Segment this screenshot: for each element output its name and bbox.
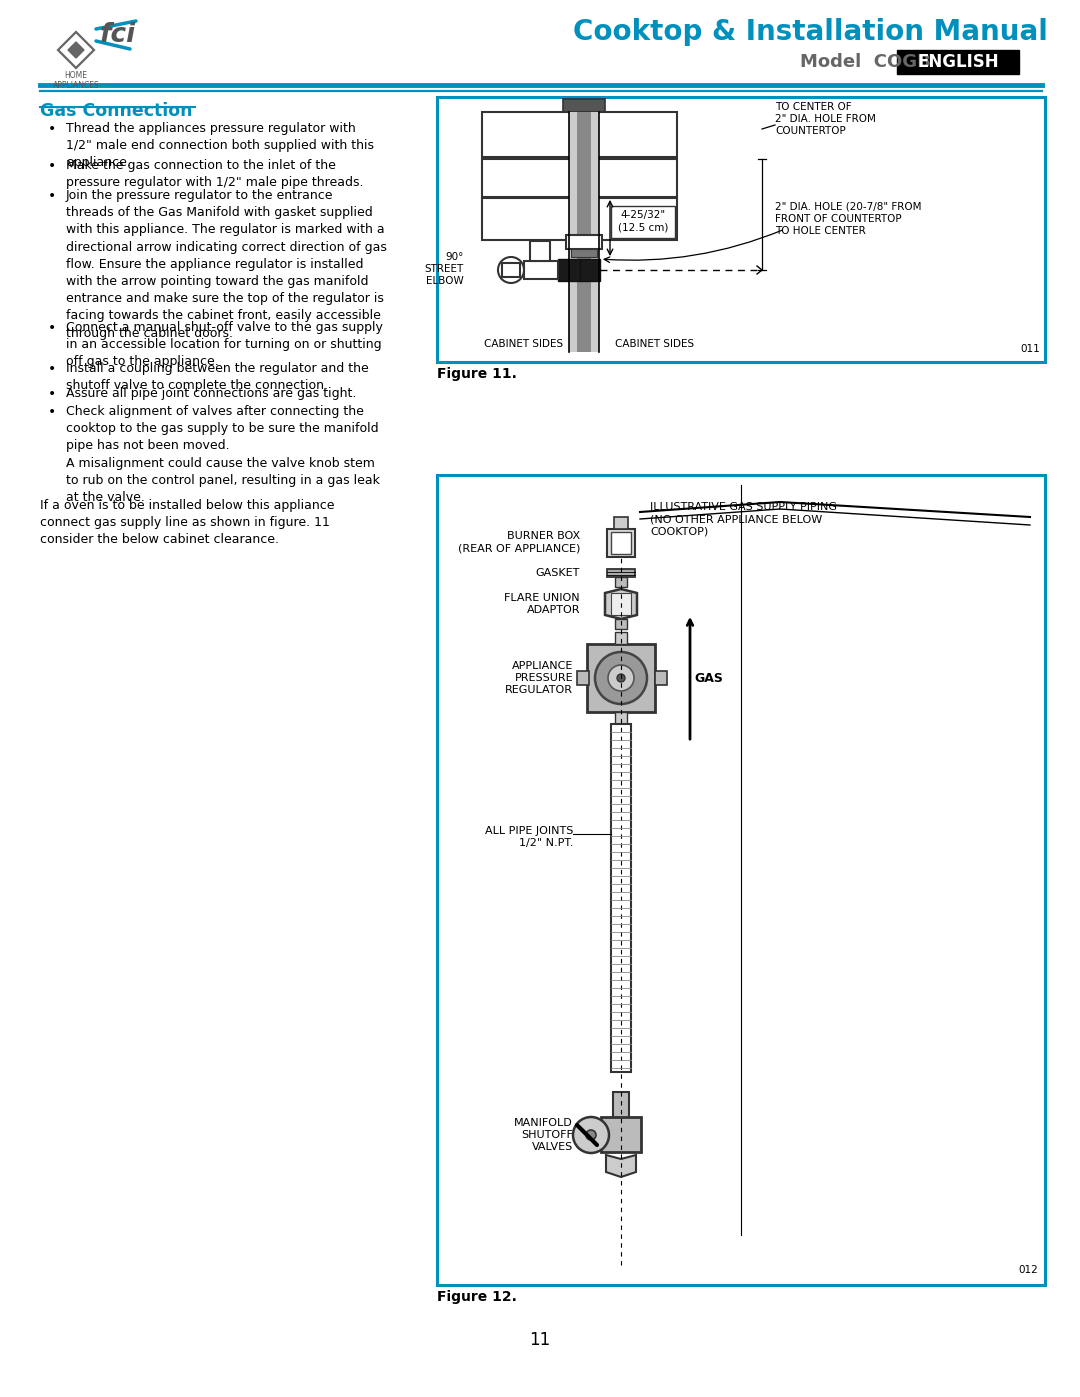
Text: 011: 011 [1021, 344, 1040, 353]
Text: Assure all pipe joint connections are gas tight.: Assure all pipe joint connections are ga… [66, 387, 356, 400]
Bar [577, 112, 591, 352]
Circle shape [595, 652, 647, 704]
Text: 012: 012 [1018, 1266, 1038, 1275]
Text: Check alignment of valves after connecting the
cooktop to the gas supply to be s: Check alignment of valves after connecti… [66, 405, 380, 504]
Bar [615, 631, 627, 644]
Circle shape [608, 665, 634, 692]
Circle shape [617, 673, 625, 682]
Text: CABINET SIDES: CABINET SIDES [484, 339, 563, 349]
Text: •: • [48, 159, 56, 173]
Text: GAS: GAS [694, 672, 723, 685]
Text: ENGLISH: ENGLISH [917, 53, 999, 71]
Text: Figure 11.: Figure 11. [437, 367, 517, 381]
Bar [611, 532, 631, 555]
Text: fci: fci [100, 22, 136, 47]
Text: GASKET: GASKET [536, 569, 580, 578]
Text: 11: 11 [529, 1331, 551, 1350]
FancyBboxPatch shape [611, 205, 675, 237]
Polygon shape [68, 42, 84, 59]
Text: Thread the appliances pressure regulator with
1/2" male end connection both supp: Thread the appliances pressure regulator… [66, 122, 374, 169]
Text: ILLUSTRATIVE GAS SUPPLY PIPING
(NO OTHER APPLIANCE BELOW
COOKTOP): ILLUSTRATIVE GAS SUPPLY PIPING (NO OTHER… [650, 502, 837, 536]
Text: CABINET SIDES: CABINET SIDES [615, 339, 694, 349]
Text: ALL PIPE JOINTS
1/2" N.PT.: ALL PIPE JOINTS 1/2" N.PT. [485, 826, 573, 848]
Text: 2" DIA. HOLE (20-7/8" FROM
FRONT OF COUNTERTOP
TO HOLE CENTER: 2" DIA. HOLE (20-7/8" FROM FRONT OF COUN… [775, 201, 921, 236]
FancyBboxPatch shape [437, 475, 1045, 1285]
Text: TO CENTER OF
2" DIA. HOLE FROM
COUNTERTOP: TO CENTER OF 2" DIA. HOLE FROM COUNTERTO… [775, 102, 876, 137]
Bar [571, 249, 597, 257]
FancyBboxPatch shape [437, 96, 1045, 362]
Bar [563, 99, 605, 112]
Bar [558, 258, 580, 281]
Polygon shape [605, 590, 637, 619]
Text: •: • [48, 362, 56, 376]
Text: Figure 12.: Figure 12. [437, 1289, 517, 1303]
Bar [588, 644, 654, 712]
Bar [607, 529, 635, 557]
Text: Make the gas connection to the inlet of the
pressure regulator with 1/2" male pi: Make the gas connection to the inlet of … [66, 159, 364, 189]
Text: HOME
APPLIANCES: HOME APPLIANCES [53, 71, 99, 89]
Text: MANIFOLD
SHUTOFF
VALVES: MANIFOLD SHUTOFF VALVES [514, 1118, 573, 1153]
Bar [482, 198, 677, 240]
Text: Gas Connection: Gas Connection [40, 102, 192, 120]
Circle shape [498, 257, 524, 284]
Text: •: • [48, 321, 56, 335]
Bar [897, 50, 1020, 74]
Bar [615, 517, 627, 529]
Bar [615, 577, 627, 587]
Circle shape [586, 1130, 596, 1140]
Text: FLARE UNION
ADAPTOR: FLARE UNION ADAPTOR [504, 592, 580, 615]
Bar [482, 159, 677, 197]
Bar [577, 671, 589, 685]
Bar [600, 1118, 642, 1153]
Bar [611, 724, 631, 1071]
Text: •: • [48, 405, 56, 419]
Bar [502, 263, 519, 277]
Text: Model  COGB: Model COGB [800, 53, 931, 71]
Bar [524, 261, 558, 279]
Text: 4-25/32"
(12.5 cm): 4-25/32" (12.5 cm) [618, 210, 669, 232]
Text: •: • [48, 189, 56, 203]
Text: Install a coupling between the regulator and the
shutoff valve to complete the c: Install a coupling between the regulator… [66, 362, 368, 393]
Text: If a oven is to be installed below this appliance
connect gas supply line as sho: If a oven is to be installed below this … [40, 499, 335, 546]
Text: Join the pressure regulator to the entrance
threads of the Gas Manifold with gas: Join the pressure regulator to the entra… [66, 189, 387, 339]
Text: Cooktop & Installation Manual: Cooktop & Installation Manual [573, 18, 1048, 46]
Bar [580, 258, 600, 281]
Text: Connect a manual shut-off valve to the gas supply
in an accessible location for : Connect a manual shut-off valve to the g… [66, 321, 383, 369]
Text: BURNER BOX
(REAR OF APPLIANCE): BURNER BOX (REAR OF APPLIANCE) [458, 531, 580, 553]
Circle shape [573, 1118, 609, 1153]
Bar [654, 671, 667, 685]
Text: •: • [48, 387, 56, 401]
Polygon shape [606, 1155, 636, 1178]
Bar [615, 619, 627, 629]
Bar [607, 569, 635, 577]
Bar [615, 712, 627, 724]
Bar [566, 235, 602, 249]
Bar [530, 242, 550, 261]
Bar [569, 112, 599, 352]
Bar [482, 112, 677, 156]
Bar [611, 592, 631, 615]
Bar [613, 1092, 629, 1122]
Text: 90°
STREET
ELBOW: 90° STREET ELBOW [424, 251, 464, 286]
Text: •: • [48, 122, 56, 136]
Text: APPLIANCE
PRESSURE
REGULATOR: APPLIANCE PRESSURE REGULATOR [505, 661, 573, 696]
